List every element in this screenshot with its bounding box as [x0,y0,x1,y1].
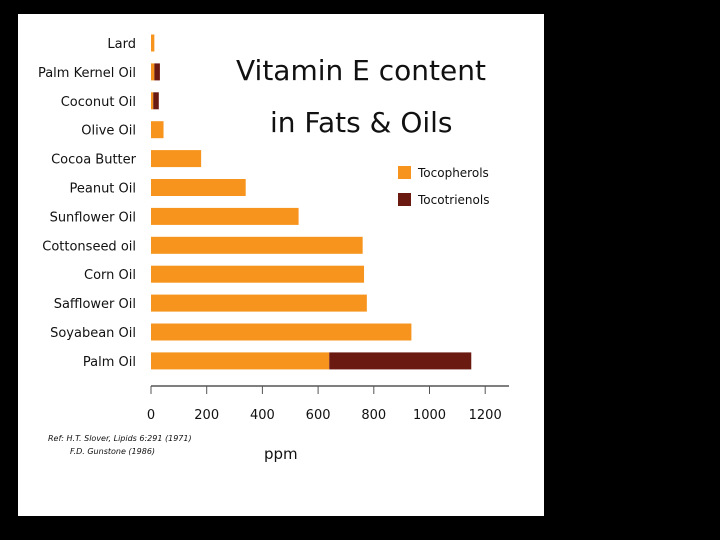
category-label-soyabean-oil: Soyabean Oil [50,326,136,341]
bar-sunflower-oil-tocopherols [151,207,299,225]
category-label-palm-oil: Palm Oil [83,355,136,370]
legend-label-tocopherols: Tocopherols [417,166,489,180]
category-label-peanut-oil: Peanut Oil [69,182,136,197]
category-label-sunflower-oil: Sunflower Oil [50,210,136,225]
category-label-cocoa-butter: Cocoa Butter [51,153,137,168]
x-tick-label-0: 0 [147,408,155,423]
bar-safflower-oil-tocopherols [151,294,367,312]
bar-cocoa-butter-tocopherols [151,150,202,168]
x-tick-label-800: 800 [361,408,386,423]
category-label-coconut-oil: Coconut Oil [61,95,136,110]
x-tick-label-1200: 1200 [469,408,502,423]
category-label-cottonseed-oil: Cottonseed oil [42,239,136,254]
bar-cottonseed-oil-tocopherols [151,236,363,254]
bar-palm-oil-tocotrienols [329,352,472,370]
reference-line-2: F.D. Gunstone (1986) [70,447,155,456]
bar-lard-tocopherols [151,34,155,52]
bar-coconut-oil-tocotrienols [153,92,159,110]
bar-soyabean-oil-tocopherols [151,323,412,341]
legend-label-tocotrienols: Tocotrienols [417,193,489,207]
bar-palm-kernel-oil-tocotrienols [154,63,160,81]
bar-peanut-oil-tocopherols [151,179,246,196]
x-tick-label-600: 600 [306,408,331,423]
x-axis-unit-label: ppm [264,445,298,463]
legend-swatch-tocotrienols [398,193,411,206]
bar-palm-oil-tocopherols [151,352,330,370]
category-label-safflower-oil: Safflower Oil [54,297,136,312]
chart-title-line-2: in Fats & Oils [270,106,453,139]
bar-olive-oil-tocopherols [151,121,164,139]
bar-corn-oil-tocopherols [151,265,365,283]
category-label-corn-oil: Corn Oil [84,268,136,283]
chart-title-line-1: Vitamin E content [236,54,486,87]
slide-frame: Lard Palm Kernel Oil Coconut Oil Olive Oil C… [18,14,544,516]
category-label-olive-oil: Olive Oil [81,124,136,139]
x-tick-label-200: 200 [194,408,219,423]
bar-chart: Lard Palm Kernel Oil Coconut Oil Olive Oil C… [38,34,509,463]
bar-coconut-oil-tocopherols [151,92,154,110]
category-label-palm-kernel-oil: Palm Kernel Oil [38,66,136,81]
x-tick-label-1000: 1000 [413,408,446,423]
legend-swatch-tocopherols [398,166,411,179]
reference-line-1: Ref: H.T. Slover, Lipids 6:291 (1971) [48,434,192,443]
category-label-lard: Lard [107,37,136,52]
bar-palm-kernel-oil-tocopherols [151,63,155,81]
x-tick-label-400: 400 [250,408,275,423]
